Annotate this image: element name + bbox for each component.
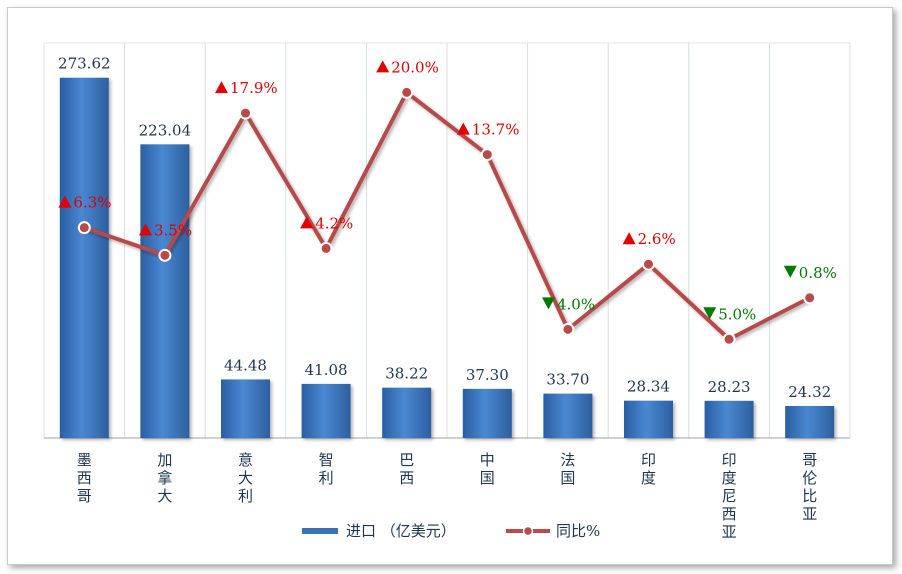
bar xyxy=(462,388,512,438)
down-arrow-icon xyxy=(783,265,797,278)
bar xyxy=(59,77,109,438)
x-tick-label: 中国 xyxy=(480,451,495,487)
x-tick-label: 哥伦比亚 xyxy=(802,451,817,523)
up-arrow-icon xyxy=(300,216,314,229)
x-tick-label: 意大利 xyxy=(238,451,253,505)
pct-label: 20.0% xyxy=(391,58,439,76)
up-arrow-icon xyxy=(139,223,152,236)
legend-bar-swatch xyxy=(302,528,338,534)
bar xyxy=(624,400,673,438)
bar xyxy=(543,393,593,438)
line-point xyxy=(480,148,494,162)
bar-value-label: 28.23 xyxy=(708,378,751,396)
bar-value-label: 223.04 xyxy=(139,121,192,139)
bar-value-label: 44.48 xyxy=(224,356,267,374)
bar-value-label: 37.30 xyxy=(466,366,509,384)
x-tick-label: 印度 xyxy=(641,451,656,487)
line-series xyxy=(83,90,811,342)
down-arrow-icon xyxy=(703,307,717,320)
combo-chart: 273.62 223.04 44.48 41.08 38.22 37.30 33.70 28.… xyxy=(43,42,851,541)
line-point xyxy=(239,106,252,120)
pct-label: 0.8% xyxy=(799,264,837,282)
x-tick-label: 巴西 xyxy=(399,451,414,487)
pct-label: 6.3% xyxy=(73,194,111,212)
line-point xyxy=(158,248,172,262)
line-point xyxy=(642,257,655,271)
up-arrow-icon xyxy=(376,60,390,73)
up-arrow-icon xyxy=(622,232,636,245)
bar-value-label: 273.62 xyxy=(58,55,111,73)
bar xyxy=(140,144,190,438)
bar xyxy=(382,387,432,438)
pct-label: 17.9% xyxy=(230,79,278,97)
up-arrow-icon xyxy=(456,122,470,135)
legend-bar-label: 进口 （亿美元） xyxy=(346,522,456,540)
bar-value-label: 33.70 xyxy=(546,371,589,389)
x-tick-label: 法国 xyxy=(560,451,575,487)
legend-line-marker xyxy=(522,525,534,537)
pct-label: 3.5% xyxy=(154,221,192,239)
pct-label: 13.7% xyxy=(472,121,520,139)
pct-label: 4.0% xyxy=(557,295,595,313)
x-tick-label: 墨西哥 xyxy=(77,451,92,505)
bar-value-label: 24.32 xyxy=(788,383,831,401)
bar xyxy=(301,383,351,438)
legend: 进口 （亿美元） 同比% xyxy=(302,522,600,540)
bar-value-label: 28.34 xyxy=(627,378,670,396)
pct-label: 4.2% xyxy=(315,214,353,232)
x-tick-label: 印度尼西亚 xyxy=(722,451,737,541)
pct-label: 5.0% xyxy=(718,305,756,323)
up-arrow-icon xyxy=(58,195,72,208)
bar xyxy=(785,405,835,438)
bar xyxy=(704,400,754,438)
line-point xyxy=(77,221,91,235)
line-point xyxy=(319,241,333,255)
line-point xyxy=(803,291,817,305)
legend-line-label: 同比% xyxy=(556,522,600,540)
bar xyxy=(221,379,270,438)
line-point xyxy=(722,332,736,346)
line-point xyxy=(561,322,575,336)
x-tick-label: 加拿大 xyxy=(157,451,172,505)
line-point xyxy=(400,85,414,99)
bar-value-label: 41.08 xyxy=(305,361,348,379)
chart-frame: 273.62 223.04 44.48 41.08 38.22 37.30 33.70 28.… xyxy=(7,7,893,565)
pct-label: 2.6% xyxy=(638,230,676,248)
x-tick-label: 智利 xyxy=(319,451,334,487)
bar-value-label: 38.22 xyxy=(385,365,428,383)
up-arrow-icon xyxy=(215,81,228,94)
down-arrow-icon xyxy=(542,297,555,310)
